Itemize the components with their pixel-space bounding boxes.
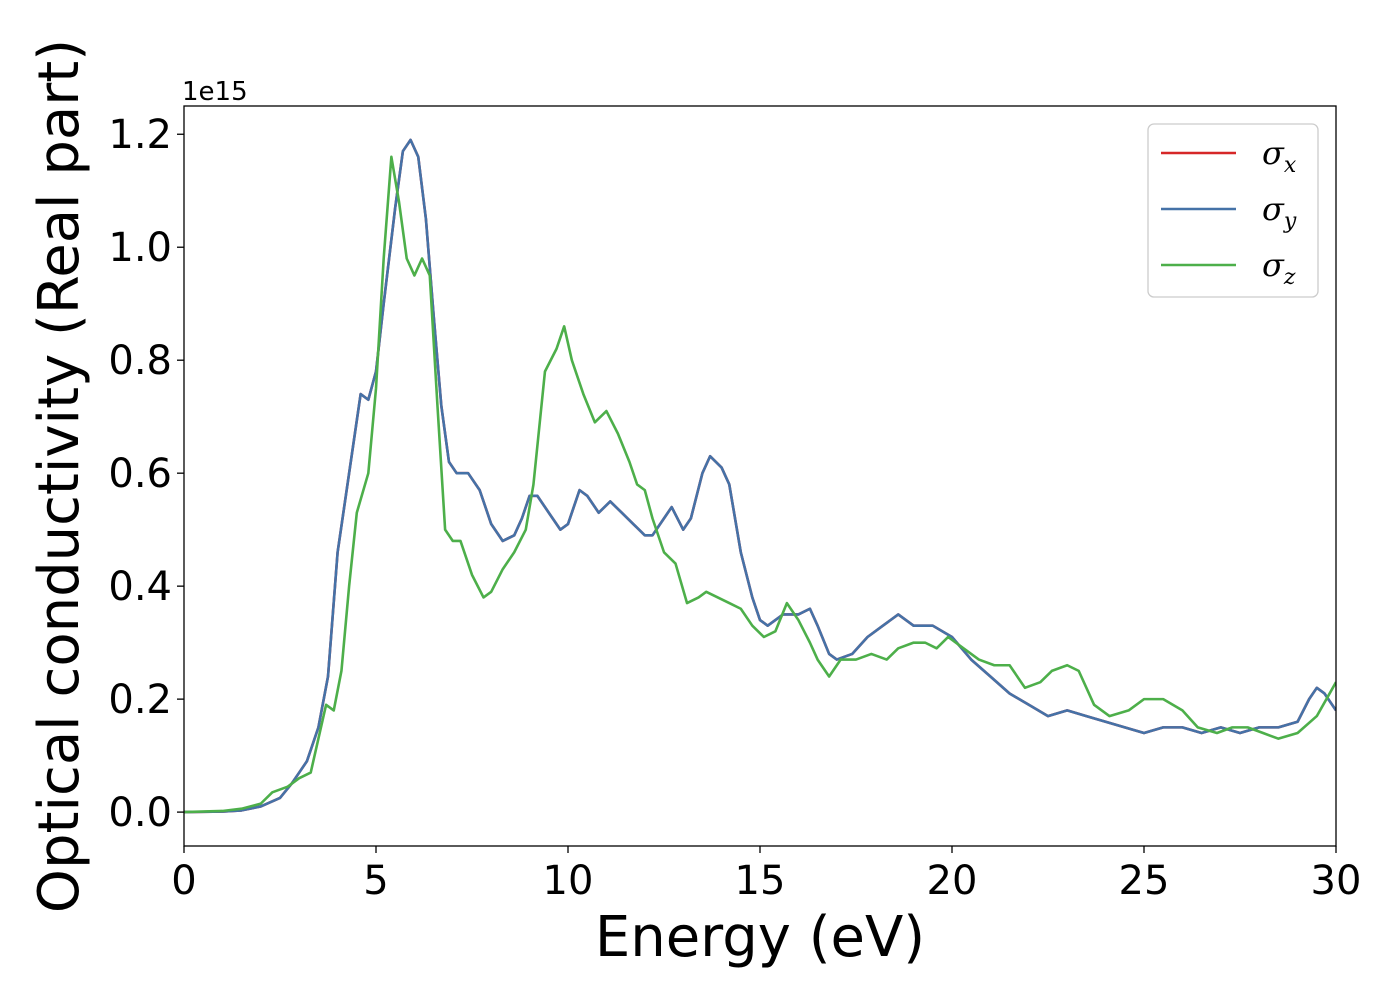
x-tick-label: 20 [927,858,978,904]
y-axis: 0.0 0.2 0.4 0.6 0.8 1.0 1.2 [108,112,184,836]
legend-label-subscript: z [1283,265,1296,290]
y-axis-label: Optical conductivity (Real part) [27,39,92,913]
y-tick-label: 0.0 [108,790,172,836]
series-line-z [184,155,1336,814]
legend-box [1147,123,1319,298]
x-tick-label: 30 [1311,858,1362,904]
legend-label-x: σx [1262,134,1297,178]
x-tick-label: 5 [363,858,388,904]
y-tick-label: 1.2 [108,112,172,158]
legend-label-y: σy [1262,190,1297,234]
y-tick-label: 0.6 [108,451,172,497]
y-tick-label: 0.2 [108,677,172,723]
legend-label-base: σ [1262,190,1285,228]
legend-label-base: σ [1262,246,1285,284]
y-tick-label: 0.8 [108,338,172,384]
legend-label-subscript: x [1284,153,1297,178]
y-offset-label: 1e15 [182,77,248,107]
series-line-y [184,138,1336,814]
x-tick-label: 15 [735,858,786,904]
legend-label-base: σ [1262,134,1285,172]
legend-label-z: σz [1262,246,1296,290]
x-tick-label: 10 [543,858,594,904]
plot-frame [183,105,1337,847]
x-tick-label: 0 [171,858,196,904]
y-tick-label: 1.0 [108,225,172,271]
x-axis: 0 5 10 15 20 25 30 [171,846,1361,904]
x-axis-label: Energy (eV) [595,905,925,970]
y-tick-label: 0.4 [108,564,172,610]
series-layer [184,138,1336,814]
legend-label-subscript: y [1283,209,1297,234]
x-tick-label: 25 [1119,858,1170,904]
